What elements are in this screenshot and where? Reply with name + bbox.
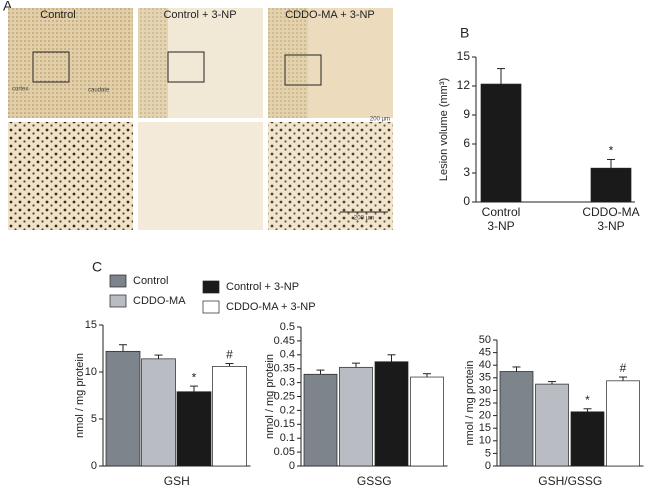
y-tick-label: 9 [463,107,470,121]
legend-swatch [109,294,127,308]
legend-swatch [202,300,220,314]
bar [303,373,338,467]
y-tick-label: 0.2 [280,404,295,416]
bar [176,391,212,467]
y-tick-label: 5 [91,413,97,425]
micrograph [268,122,393,230]
y-tick-label: 10 [479,435,491,447]
bar [141,358,176,467]
legend-label: Control + 3-NP [226,281,299,293]
inset-box [32,51,70,83]
legend-label: CDDO-MA + 3-NP [226,301,316,313]
micrograph [138,8,168,118]
micrograph [8,122,133,230]
bar [606,380,640,467]
y-tick-label: 0.15 [274,418,295,430]
column-label: Control [40,9,75,21]
bar [374,361,409,467]
bar [499,371,534,467]
y-tick-label: 50 [479,334,491,346]
y-tick-label: 15 [479,422,491,434]
y-tick-label: 0.05 [274,446,295,458]
significance-mark: # [620,361,627,375]
y-axis-label: nmol / mg protein [74,353,86,438]
bar [535,383,569,467]
x-axis-label: GSSG [357,474,392,488]
scale-label: 200 µm [354,216,374,222]
y-tick-label: 0.5 [280,321,295,333]
y-tick-label: 0.45 [274,335,295,347]
y-tick-label: 0.3 [280,377,295,389]
significance-mark: * [609,144,614,158]
y-tick-label: 25 [479,397,491,409]
y-tick-label: 3 [463,165,470,179]
significance-mark: * [192,370,197,384]
y-tick-label: 0 [463,194,470,208]
y-axis-label: Lesion volume (mm³) [438,78,450,181]
y-tick-label: 35 [479,372,491,384]
y-tick-label: 0.35 [274,363,295,375]
x-tick-label: 3-NP [597,219,624,233]
y-tick-label: 40 [479,359,491,371]
column-label: CDDO-MA + 3-NP [285,9,375,21]
bar [105,350,141,467]
y-tick-label: 10 [85,366,97,378]
y-tick-label: 15 [85,319,97,331]
significance-mark: * [585,393,590,407]
y-tick-label: 5 [485,447,491,459]
y-tick-label: 15 [457,49,471,63]
y-tick-label: 6 [463,136,470,150]
scale-label: 200 µm [370,117,390,123]
bar [590,167,632,203]
x-tick-label: Control [482,205,521,219]
y-tick-label: 12 [457,78,471,92]
region-label: caudate [88,88,110,94]
bar [212,366,247,467]
micrograph [8,8,133,118]
y-tick-label: 0 [485,460,491,472]
micrographs [8,8,393,230]
bar [339,366,373,467]
bar [480,83,522,203]
legend-label: CDDO-MA [133,295,186,307]
y-tick-label: 0.25 [274,390,295,402]
panel-label: A [3,0,13,14]
panel-label: B [460,25,469,41]
significance-mark: # [226,348,233,362]
y-tick-label: 30 [479,384,491,396]
bar [410,376,444,467]
y-tick-label: 20 [479,410,491,422]
inset-box [284,54,322,86]
y-tick-label: 0 [91,460,97,472]
inset-box [167,51,205,83]
y-tick-label: 45 [479,347,491,359]
y-axis-label: nmol / mg protein [464,361,476,446]
x-axis-label: GSH/GSSG [538,474,602,488]
y-axis-label: nmol / mg protein [264,354,276,439]
x-tick-label: CDDO-MA [582,205,639,219]
y-tick-label: 0 [289,460,295,472]
region-label: cortex [12,87,28,93]
y-tick-label: 0.4 [280,349,295,361]
panel-label: C [92,259,102,275]
x-tick-label: 3-NP [487,219,514,233]
micrograph [268,8,308,118]
y-tick-label: 0.1 [280,432,295,444]
legend-swatch [109,274,127,288]
column-label: Control + 3-NP [163,9,236,21]
legend-label: Control [133,275,168,287]
bar [570,411,605,467]
legend-swatch [202,280,220,294]
micrograph [138,122,263,230]
x-axis-label: GSH [164,474,190,488]
